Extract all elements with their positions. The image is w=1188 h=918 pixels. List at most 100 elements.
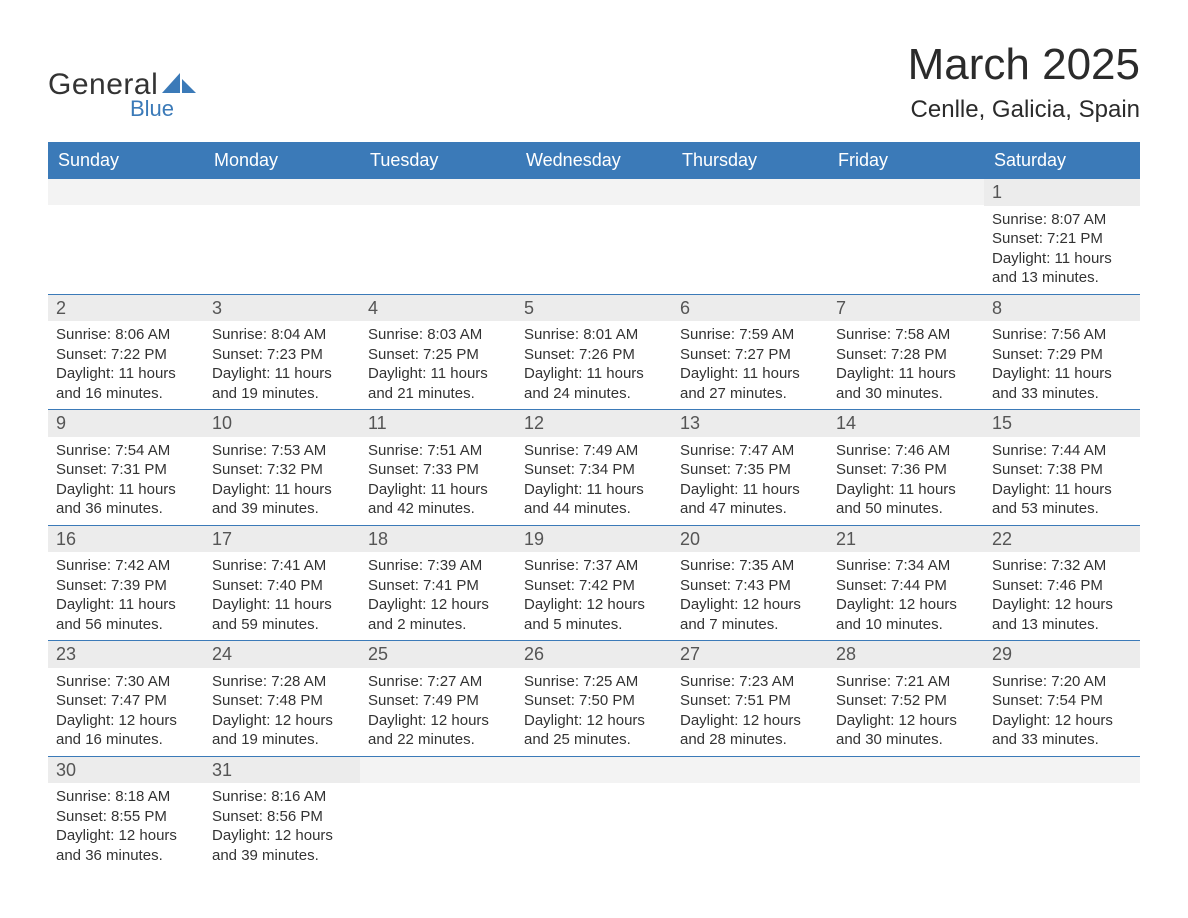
day-day2: and 47 minutes. <box>680 499 820 519</box>
day-cell: 4Sunrise: 8:03 AMSunset: 7:25 PMDaylight… <box>360 295 516 410</box>
day-sunrise: Sunrise: 7:35 AM <box>680 556 820 576</box>
day-cell: 27Sunrise: 7:23 AMSunset: 7:51 PMDayligh… <box>672 641 828 756</box>
day-day1: Daylight: 11 hours <box>368 480 508 500</box>
day-day1: Daylight: 12 hours <box>836 595 976 615</box>
day-cell: 19Sunrise: 7:37 AMSunset: 7:42 PMDayligh… <box>516 526 672 641</box>
day-day2: and 7 minutes. <box>680 615 820 635</box>
day-number: 7 <box>828 295 984 322</box>
weekday-label: Saturday <box>984 142 1140 179</box>
day-sunrise: Sunrise: 7:20 AM <box>992 672 1132 692</box>
day-cell: 7Sunrise: 7:58 AMSunset: 7:28 PMDaylight… <box>828 295 984 410</box>
day-cell: 23Sunrise: 7:30 AMSunset: 7:47 PMDayligh… <box>48 641 204 756</box>
title-block: March 2025 Cenlle, Galicia, Spain <box>908 40 1140 124</box>
week-row: 2Sunrise: 8:06 AMSunset: 7:22 PMDaylight… <box>48 294 1140 410</box>
day-day2: and 21 minutes. <box>368 384 508 404</box>
day-number: 18 <box>360 526 516 553</box>
day-day1: Daylight: 11 hours <box>212 595 352 615</box>
weekday-label: Wednesday <box>516 142 672 179</box>
day-sunset: Sunset: 7:21 PM <box>992 229 1132 249</box>
day-day1: Daylight: 11 hours <box>992 364 1132 384</box>
day-cell: 14Sunrise: 7:46 AMSunset: 7:36 PMDayligh… <box>828 410 984 525</box>
day-sunrise: Sunrise: 7:58 AM <box>836 325 976 345</box>
day-cell: 22Sunrise: 7:32 AMSunset: 7:46 PMDayligh… <box>984 526 1140 641</box>
day-number: 4 <box>360 295 516 322</box>
day-day2: and 25 minutes. <box>524 730 664 750</box>
day-cell: 28Sunrise: 7:21 AMSunset: 7:52 PMDayligh… <box>828 641 984 756</box>
day-day2: and 24 minutes. <box>524 384 664 404</box>
day-day1: Daylight: 11 hours <box>56 364 196 384</box>
day-detail: Sunrise: 8:06 AMSunset: 7:22 PMDaylight:… <box>48 321 204 409</box>
day-number: 24 <box>204 641 360 668</box>
day-cell: 8Sunrise: 7:56 AMSunset: 7:29 PMDaylight… <box>984 295 1140 410</box>
day-sunset: Sunset: 7:27 PM <box>680 345 820 365</box>
day-day2: and 13 minutes. <box>992 615 1132 635</box>
day-cell: 13Sunrise: 7:47 AMSunset: 7:35 PMDayligh… <box>672 410 828 525</box>
day-number: 23 <box>48 641 204 668</box>
weekday-header-row: SundayMondayTuesdayWednesdayThursdayFrid… <box>48 142 1140 179</box>
day-cell <box>360 757 516 872</box>
day-sunrise: Sunrise: 7:39 AM <box>368 556 508 576</box>
day-day1: Daylight: 11 hours <box>992 480 1132 500</box>
day-day2: and 30 minutes. <box>836 730 976 750</box>
day-day1: Daylight: 11 hours <box>368 364 508 384</box>
page-header: General Blue March 2025 Cenlle, Galicia,… <box>48 40 1140 124</box>
day-day1: Daylight: 12 hours <box>368 595 508 615</box>
day-number: 27 <box>672 641 828 668</box>
day-sunrise: Sunrise: 8:04 AM <box>212 325 352 345</box>
day-number: 17 <box>204 526 360 553</box>
day-sunset: Sunset: 7:28 PM <box>836 345 976 365</box>
day-number: 25 <box>360 641 516 668</box>
weekday-label: Sunday <box>48 142 204 179</box>
day-number-empty <box>672 757 828 783</box>
day-day2: and 16 minutes. <box>56 730 196 750</box>
day-number: 11 <box>360 410 516 437</box>
day-day1: Daylight: 12 hours <box>836 711 976 731</box>
day-day1: Daylight: 12 hours <box>992 595 1132 615</box>
day-day2: and 42 minutes. <box>368 499 508 519</box>
day-sunrise: Sunrise: 7:25 AM <box>524 672 664 692</box>
day-sunset: Sunset: 7:43 PM <box>680 576 820 596</box>
day-sunset: Sunset: 7:22 PM <box>56 345 196 365</box>
day-day1: Daylight: 12 hours <box>212 711 352 731</box>
day-sunset: Sunset: 7:31 PM <box>56 460 196 480</box>
day-day1: Daylight: 11 hours <box>992 249 1132 269</box>
day-detail: Sunrise: 7:42 AMSunset: 7:39 PMDaylight:… <box>48 552 204 640</box>
day-detail: Sunrise: 7:28 AMSunset: 7:48 PMDaylight:… <box>204 668 360 756</box>
day-number: 30 <box>48 757 204 784</box>
day-number-empty <box>516 757 672 783</box>
day-cell: 26Sunrise: 7:25 AMSunset: 7:50 PMDayligh… <box>516 641 672 756</box>
day-number: 14 <box>828 410 984 437</box>
day-sunset: Sunset: 7:48 PM <box>212 691 352 711</box>
day-number: 2 <box>48 295 204 322</box>
day-sunrise: Sunrise: 8:01 AM <box>524 325 664 345</box>
day-sunset: Sunset: 7:34 PM <box>524 460 664 480</box>
day-sunset: Sunset: 7:35 PM <box>680 460 820 480</box>
day-cell: 31Sunrise: 8:16 AMSunset: 8:56 PMDayligh… <box>204 757 360 872</box>
day-sunset: Sunset: 7:51 PM <box>680 691 820 711</box>
weekday-label: Thursday <box>672 142 828 179</box>
day-sunrise: Sunrise: 8:07 AM <box>992 210 1132 230</box>
day-sunset: Sunset: 7:49 PM <box>368 691 508 711</box>
day-day2: and 33 minutes. <box>992 730 1132 750</box>
day-cell: 16Sunrise: 7:42 AMSunset: 7:39 PMDayligh… <box>48 526 204 641</box>
day-detail: Sunrise: 8:18 AMSunset: 8:55 PMDaylight:… <box>48 783 204 871</box>
day-cell: 30Sunrise: 8:18 AMSunset: 8:55 PMDayligh… <box>48 757 204 872</box>
day-number: 10 <box>204 410 360 437</box>
day-detail: Sunrise: 7:58 AMSunset: 7:28 PMDaylight:… <box>828 321 984 409</box>
day-number: 21 <box>828 526 984 553</box>
day-cell: 20Sunrise: 7:35 AMSunset: 7:43 PMDayligh… <box>672 526 828 641</box>
day-day2: and 33 minutes. <box>992 384 1132 404</box>
day-sunset: Sunset: 7:26 PM <box>524 345 664 365</box>
day-cell <box>360 179 516 294</box>
day-sunset: Sunset: 8:56 PM <box>212 807 352 827</box>
day-detail: Sunrise: 7:23 AMSunset: 7:51 PMDaylight:… <box>672 668 828 756</box>
day-detail: Sunrise: 7:27 AMSunset: 7:49 PMDaylight:… <box>360 668 516 756</box>
day-detail: Sunrise: 7:47 AMSunset: 7:35 PMDaylight:… <box>672 437 828 525</box>
day-sunrise: Sunrise: 8:03 AM <box>368 325 508 345</box>
day-sunset: Sunset: 7:29 PM <box>992 345 1132 365</box>
day-number: 28 <box>828 641 984 668</box>
day-number: 12 <box>516 410 672 437</box>
day-detail: Sunrise: 7:30 AMSunset: 7:47 PMDaylight:… <box>48 668 204 756</box>
day-day2: and 19 minutes. <box>212 384 352 404</box>
day-day2: and 50 minutes. <box>836 499 976 519</box>
